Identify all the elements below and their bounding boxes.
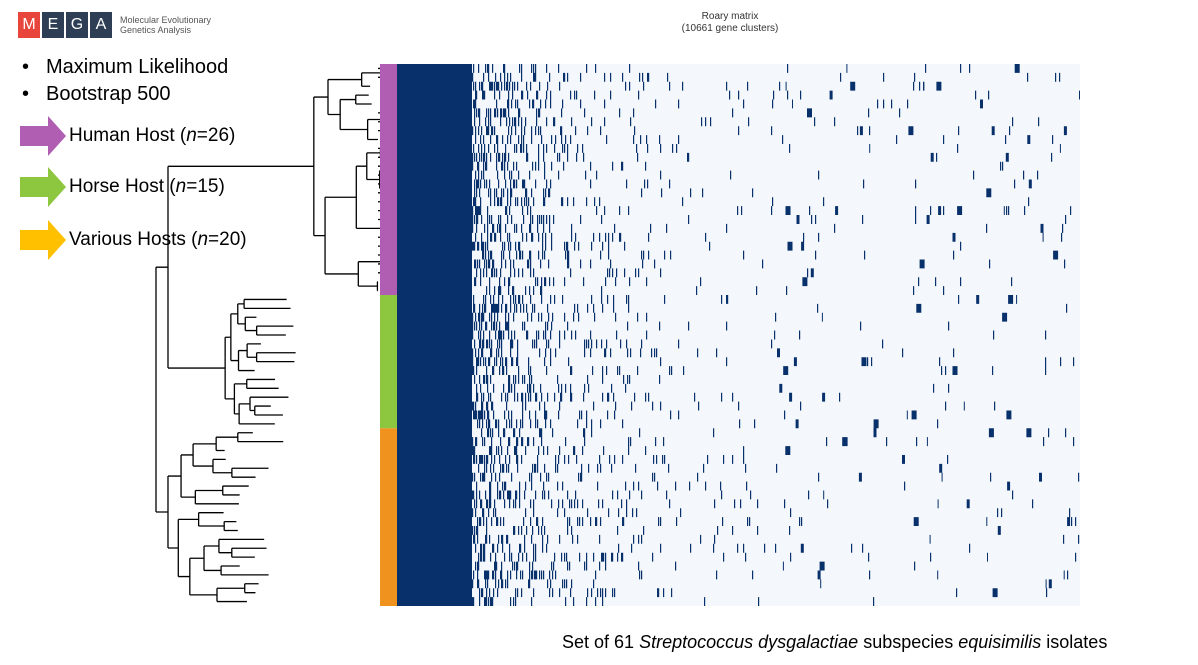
legend-human-host: Human Host (n=26) (20, 116, 235, 156)
phylogenetic-tree (155, 67, 380, 603)
bullet-text: Maximum Likelihood (46, 56, 229, 78)
legend-label-human: Human Host (n=26) (69, 125, 236, 146)
bullet-maximum-likelihood: • Maximum Likelihood (22, 54, 228, 81)
core-gene-block (397, 64, 472, 606)
chart-title: Roary matrix (701, 11, 759, 22)
logo-letter-g: G (66, 12, 88, 38)
horse-host-arrow-icon (20, 167, 66, 207)
logo-letter-m: M (18, 12, 40, 38)
legend-label-horse: Horse Host (n=15) (69, 176, 225, 197)
legend-various-hosts: Various Hosts (n=20) (20, 220, 247, 260)
group-bar-various-hosts (380, 428, 397, 606)
tree-branches (155, 67, 380, 603)
logo-subtitle: Molecular Evolutionary Genetics Analysis (120, 15, 211, 35)
matrix-background (397, 64, 1080, 606)
bullet-symbol: • (22, 83, 30, 105)
human-host-arrow-icon (20, 116, 66, 156)
logo-letter-e: E (42, 12, 64, 38)
bullet-symbol: • (22, 56, 30, 78)
logo-letter-a: A (90, 12, 112, 38)
roary-matrix-heatmap (380, 64, 1080, 606)
legend-label-various: Various Hosts (n=20) (69, 229, 247, 250)
figure-caption: Set of 61 Streptococcus dysgalactiae sub… (562, 632, 1108, 652)
legend-horse-host: Horse Host (n=15) (20, 167, 225, 207)
species-name: Streptococcus dysgalactiae (639, 632, 859, 652)
chart-subtitle: (10661 gene clusters) (681, 23, 779, 34)
logo-subtitle-line2: Genetics Analysis (120, 25, 192, 35)
bullet-bootstrap: • Bootstrap 500 (22, 81, 228, 108)
group-bar-human-host (380, 64, 397, 296)
various-hosts-arrow-icon (20, 220, 66, 260)
bullet-text: Bootstrap 500 (46, 83, 171, 105)
mega-logo: M E G A Molecular Evolutionary Genetics … (18, 12, 211, 38)
method-bullets: • Maximum Likelihood • Bootstrap 500 (22, 54, 228, 108)
group-bar-horse-host (380, 295, 397, 429)
logo-subtitle-line1: Molecular Evolutionary (120, 15, 212, 25)
chart-title-block: Roary matrix (10661 gene clusters) (640, 11, 820, 35)
subspecies-name: equisimilis (958, 632, 1042, 652)
